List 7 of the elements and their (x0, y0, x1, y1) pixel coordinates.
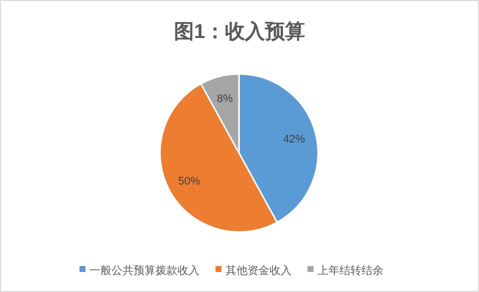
legend-label: 一般公共预算拨款收入 (90, 264, 200, 277)
data-label: 50% (178, 175, 200, 188)
data-label: 42% (283, 134, 306, 146)
legend-label: 其他资金收入 (226, 264, 292, 277)
data-label: 8% (216, 92, 234, 105)
legend-label: 上年结转结余 (318, 264, 384, 277)
chart-title: 图1：收入预算 (174, 20, 306, 43)
